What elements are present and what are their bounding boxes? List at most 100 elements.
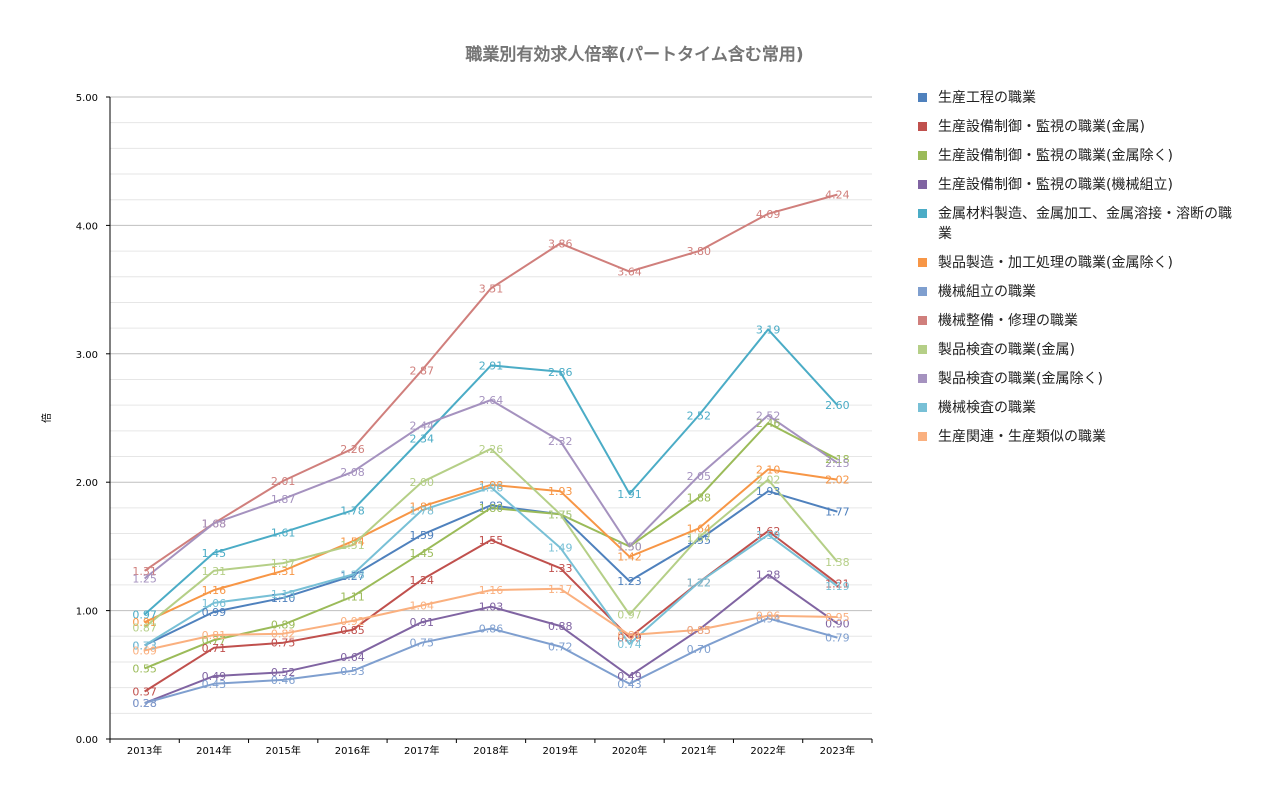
legend-item: 生産設備制御・監視の職業(機械組立) [918,175,1238,195]
legend-item: 生産設備制御・監視の職業(金属) [918,117,1238,137]
data-label: 2.26 [340,443,365,456]
data-label: 0.82 [271,628,296,641]
data-label: 0.79 [825,632,850,645]
data-label: 1.81 [409,501,434,514]
series-line [144,486,838,647]
legend-item: 生産工程の職業 [918,88,1238,108]
data-label: 0.91 [409,616,434,629]
data-label: 2.05 [687,470,712,483]
data-label: 0.43 [202,678,227,691]
data-label: 0.86 [479,623,504,636]
data-label: 3.80 [687,245,712,258]
data-label: 1.75 [548,508,573,521]
data-label: 1.17 [548,583,573,596]
data-label: 0.46 [271,674,296,687]
data-label: 0.69 [132,644,157,657]
legend-item: 生産設備制御・監視の職業(金属除く) [918,146,1238,166]
legend-item: 製品製造・加工処理の職業(金属除く) [918,253,1238,273]
data-label: 0.75 [409,637,434,650]
data-label: 1.75 [548,508,573,521]
x-tick-label: 2020年 [612,744,647,757]
legend-label: 生産設備制御・監視の職業(金属除く) [938,148,1173,164]
data-label: 2.01 [271,475,296,488]
data-label: 1.55 [687,534,712,547]
x-tick-label: 2016年 [335,744,370,757]
x-tick-label: 2014年 [196,744,231,757]
x-tick-label: 2023年 [820,744,855,757]
data-label: 0.75 [271,637,296,650]
data-label: 3.51 [479,282,504,295]
data-label: 0.88 [548,620,573,633]
legend-swatch [918,345,927,354]
data-label: 1.68 [202,517,227,530]
data-label: 1.31 [202,565,227,578]
legend-swatch [918,374,927,383]
series-line [144,422,838,670]
data-label: 1.59 [409,529,434,542]
data-label: 2.18 [825,453,850,466]
y-tick-label: 0.00 [76,735,98,746]
data-label: 1.22 [687,576,712,589]
y-tick-label: 5.00 [76,93,98,104]
data-label: 0.81 [202,629,227,642]
legend-label: 製品検査の職業(金属) [938,342,1075,358]
legend-swatch [918,258,927,267]
data-label: 0.43 [617,678,642,691]
data-label: 1.38 [825,556,850,569]
legend-item: 製品検査の職業(金属) [918,340,1238,360]
x-tick-label: 2013年 [127,744,162,757]
data-label: 1.19 [825,580,850,593]
legend-swatch [918,287,927,296]
data-label: 1.59 [756,529,781,542]
data-label: 0.74 [617,638,642,651]
series-line [144,530,839,693]
data-label: 1.50 [617,540,642,553]
data-label: 1.68 [202,517,227,530]
data-label: 1.78 [409,504,434,517]
data-label: 0.97 [132,608,157,621]
series-line [143,328,839,616]
data-label: 1.88 [687,492,712,505]
data-label: 1.37 [271,557,296,570]
legend-label: 生産関連・生産類似の職業 [938,429,1106,445]
legend-swatch [918,93,927,102]
data-label: 1.45 [409,547,434,560]
data-label: 1.06 [202,597,227,610]
legend-label: 生産設備制御・監視の職業(金属) [938,119,1145,135]
axes: 0.00 1.00 2.00 3.00 4.00 5.00 2013年 2014年 2015年 2… [40,93,873,757]
legend-label: 生産設備制御・監視の職業(機械組立) [938,177,1173,193]
legend-swatch [918,403,927,412]
legend-item: 生産関連・生産類似の職業 [918,427,1238,447]
data-label: 2.52 [756,409,781,422]
legend-swatch [918,316,927,325]
data-label: 2.64 [479,394,504,407]
data-label: 1.51 [340,539,365,552]
legend-swatch [918,180,927,189]
data-label: 2.10 [756,463,781,476]
data-label: 1.24 [409,574,434,587]
legend-item: 機械整備・修理の職業 [918,311,1238,331]
data-label: 1.10 [271,592,296,605]
data-label: 0.99 [202,606,227,619]
data-label: 0.85 [340,624,365,637]
data-label: 2.08 [340,466,365,479]
data-label: 1.13 [271,588,296,601]
data-label: 1.45 [202,547,227,560]
data-label: 4.09 [756,208,781,221]
data-label: 0.91 [132,616,157,629]
data-label: 1.77 [825,506,850,519]
legend: 生産工程の職業生産設備制御・監視の職業(金属) 生産設備制御・監視の職業(金属除く… [918,88,1238,456]
data-label: 1.80 [479,502,504,515]
legend-label: 製品検査の職業(金属除く) [938,371,1103,387]
data-label: 1.82 [479,499,504,512]
y-tick-label: 3.00 [76,350,98,361]
data-label: 0.28 [132,697,157,710]
x-tick-label: 2015年 [265,744,300,757]
data-label: 1.57 [687,531,712,544]
legend-label: 製品製造・加工処理の職業(金属除く) [938,255,1173,271]
data-label: 1.28 [756,569,781,582]
data-label: 0.85 [687,624,712,637]
series-line [144,468,838,624]
data-label: 1.93 [756,485,781,498]
